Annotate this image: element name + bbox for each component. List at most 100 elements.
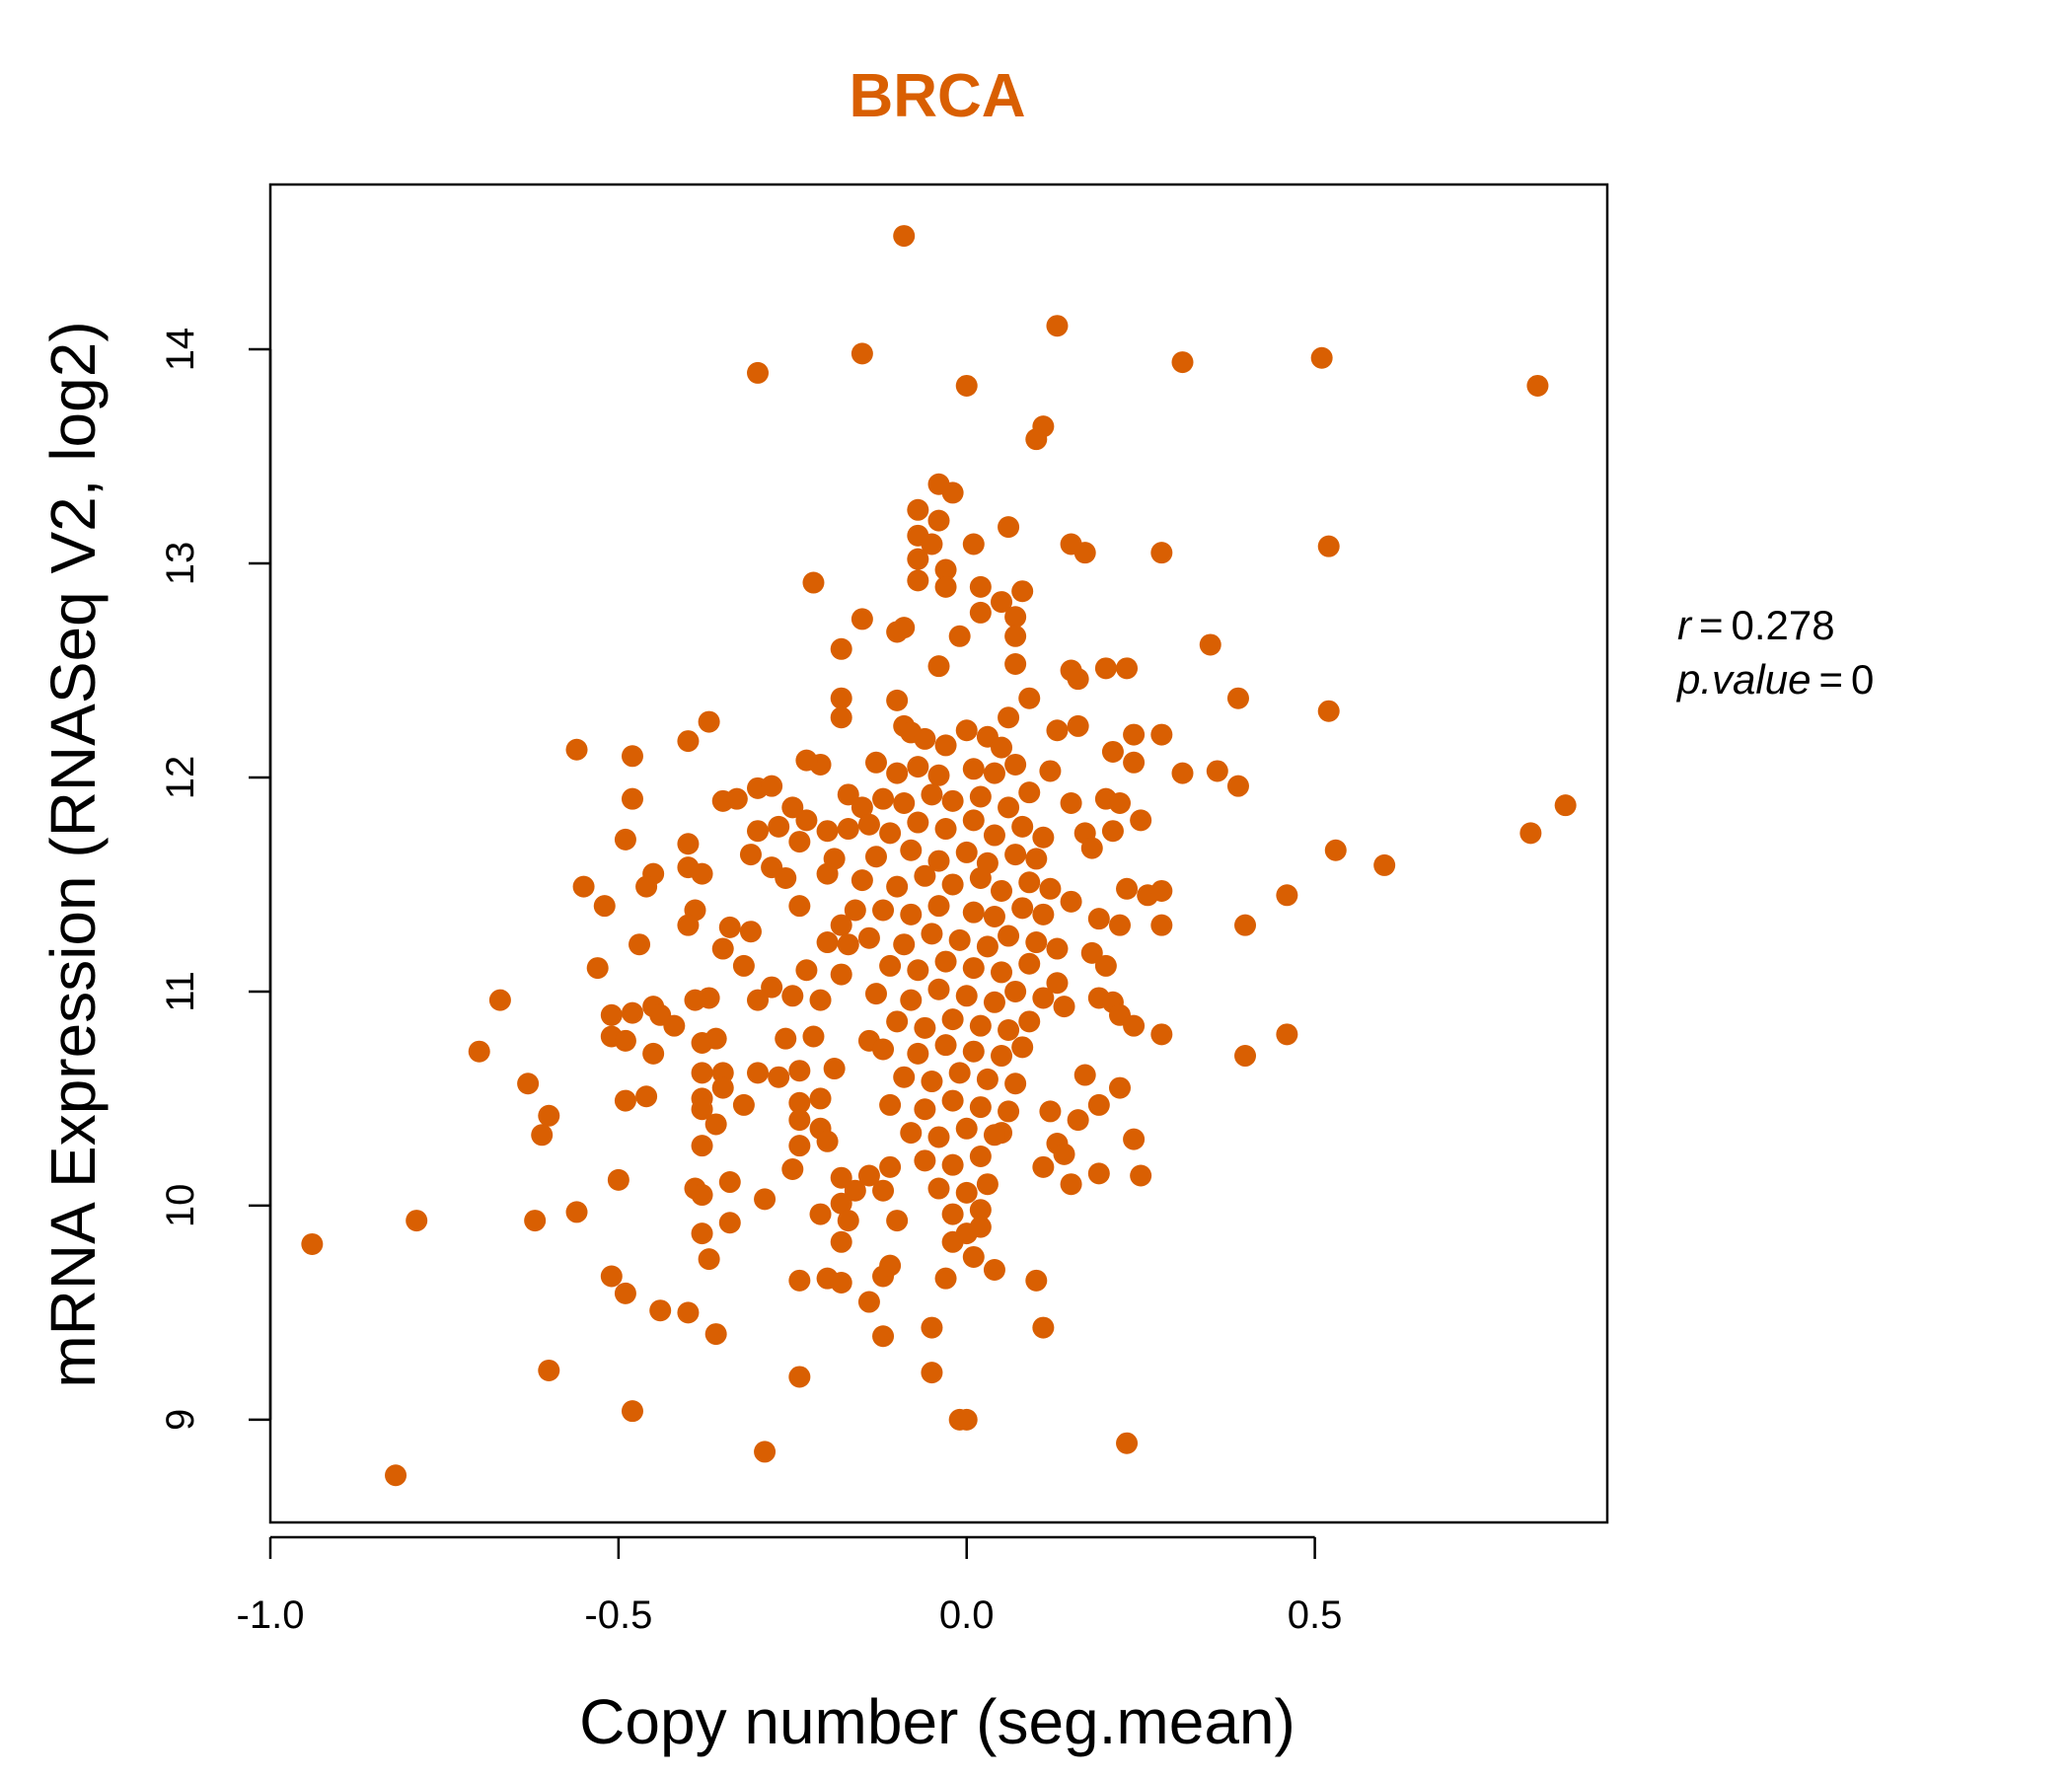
- data-point: [704, 1323, 727, 1346]
- data-point: [1150, 542, 1173, 564]
- data-point: [795, 959, 818, 982]
- data-point: [809, 1203, 832, 1225]
- data-point: [879, 954, 902, 977]
- data-point: [983, 1258, 1005, 1281]
- data-point: [851, 869, 873, 892]
- data-point: [934, 558, 957, 581]
- data-point: [934, 575, 957, 598]
- data-point: [857, 813, 880, 836]
- data-point: [872, 899, 895, 922]
- data-point: [1317, 700, 1340, 722]
- data-point: [1123, 723, 1146, 746]
- data-point: [1011, 580, 1034, 603]
- data-point: [691, 1098, 713, 1121]
- data-point: [879, 1093, 902, 1116]
- data-point: [844, 1179, 866, 1202]
- data-point: [907, 498, 929, 521]
- data-point: [823, 1058, 846, 1080]
- data-point: [711, 1076, 734, 1099]
- data-point: [914, 1149, 936, 1172]
- data-point: [941, 1089, 964, 1112]
- data-point: [998, 1018, 1020, 1041]
- data-point: [969, 785, 992, 808]
- data-point: [775, 1027, 797, 1050]
- x-tick-label: -1.0: [237, 1593, 305, 1637]
- data-point: [837, 933, 859, 956]
- data-point: [941, 873, 964, 896]
- data-points: [301, 225, 1577, 1487]
- data-point: [830, 1272, 852, 1295]
- data-point: [718, 1212, 741, 1234]
- data-point: [962, 1040, 985, 1063]
- data-point: [768, 815, 790, 838]
- data-point: [991, 961, 1013, 984]
- data-point: [927, 978, 950, 1000]
- data-point: [1018, 871, 1041, 894]
- data-point: [941, 1230, 964, 1253]
- data-point: [921, 1071, 943, 1093]
- data-point: [830, 706, 852, 729]
- data-point: [1025, 428, 1048, 451]
- data-point: [524, 1210, 547, 1232]
- data-point: [969, 866, 992, 889]
- data-point: [830, 1192, 852, 1215]
- data-point: [725, 787, 748, 810]
- data-point: [1004, 652, 1027, 675]
- data-point: [927, 895, 950, 918]
- data-point: [621, 787, 643, 810]
- data-point: [691, 1184, 713, 1207]
- data-point: [1032, 1316, 1055, 1339]
- data-point: [934, 1267, 957, 1290]
- data-point: [816, 820, 839, 843]
- data-point: [565, 738, 588, 761]
- data-point: [739, 921, 762, 943]
- data-point: [1226, 687, 1249, 709]
- data-point: [1018, 781, 1041, 804]
- data-point: [830, 914, 852, 936]
- data-point: [969, 1096, 992, 1119]
- data-point: [941, 789, 964, 812]
- data-point: [941, 1203, 964, 1225]
- data-point: [830, 687, 852, 709]
- data-point: [684, 989, 706, 1011]
- data-point: [900, 989, 923, 1011]
- data-point: [886, 689, 909, 711]
- data-point: [565, 1201, 588, 1223]
- data-point: [488, 989, 511, 1011]
- data-point: [775, 866, 797, 889]
- data-point: [900, 903, 923, 925]
- y-tick-label: 9: [159, 1409, 202, 1431]
- data-point: [872, 1325, 895, 1348]
- data-point: [976, 1173, 999, 1196]
- y-tick-label: 12: [159, 756, 202, 800]
- data-point: [1060, 1173, 1082, 1196]
- data-point: [816, 1130, 839, 1152]
- data-point: [642, 1042, 665, 1065]
- data-point: [1094, 954, 1117, 977]
- y-tick-label: 10: [159, 1184, 202, 1228]
- data-point: [572, 875, 595, 898]
- data-point: [1310, 346, 1333, 369]
- data-point: [1004, 1073, 1027, 1095]
- data-point: [886, 875, 909, 898]
- data-point: [718, 916, 741, 938]
- data-point: [614, 1282, 636, 1304]
- data-point: [998, 925, 1020, 947]
- data-point: [301, 1232, 324, 1255]
- data-point: [907, 959, 929, 982]
- data-point: [962, 533, 985, 555]
- data-point: [983, 906, 1005, 928]
- data-point: [816, 931, 839, 954]
- data-point: [718, 1171, 741, 1194]
- data-point: [900, 1122, 923, 1145]
- data-point: [1171, 351, 1194, 374]
- data-point: [1087, 908, 1110, 930]
- data-point: [969, 575, 992, 598]
- data-point: [649, 1299, 672, 1322]
- data-point: [531, 1124, 554, 1147]
- data-point: [941, 1008, 964, 1031]
- data-point: [1046, 719, 1069, 742]
- data-point: [879, 1155, 902, 1178]
- data-point: [983, 824, 1005, 847]
- data-point: [614, 1029, 636, 1052]
